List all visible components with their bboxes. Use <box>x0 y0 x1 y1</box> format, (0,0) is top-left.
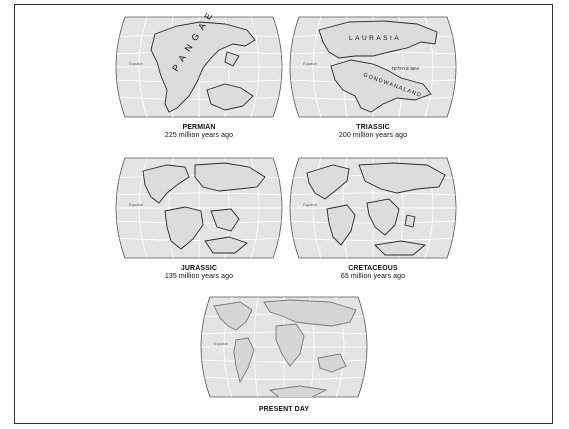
era-name: PERMIAN <box>182 124 216 131</box>
present-day-map: Equator <box>200 296 368 398</box>
triassic-map: Equator LAURASIA TETHYS SEA GONDWANALAND <box>289 16 457 118</box>
era-name: JURASSIC <box>180 265 218 272</box>
cretaceous-figure: Equator CRETACEOUS 65 million years ago <box>289 153 457 281</box>
cretaceous-map: Equator <box>289 157 457 259</box>
era-name: TRIASSIC <box>356 124 390 131</box>
equator-label: Equator <box>303 61 318 66</box>
triassic-figure: Equator LAURASIA TETHYS SEA GONDWANALAND… <box>289 12 457 140</box>
continent-outline <box>318 20 438 113</box>
equator-label: Equator <box>303 202 318 207</box>
jurassic-figure: Equator JURASSIC 135 million years ago <box>115 153 283 281</box>
era-name: PRESENT DAY <box>258 406 310 413</box>
continent-outline <box>213 299 357 397</box>
permian-figure: Equator PANGAEA PERMIAN 225 million year… <box>115 12 283 140</box>
continent-outline <box>306 162 446 256</box>
equator-label: Equator <box>214 341 229 346</box>
continent-outline <box>142 162 266 254</box>
era-age: 135 million years ago <box>164 273 234 280</box>
equator-label: Equator <box>129 61 144 66</box>
era-age: 200 million years ago <box>338 132 408 139</box>
present-day-figure: Equator PRESENT DAY <box>200 292 368 418</box>
era-age: 65 million years ago <box>340 273 406 280</box>
continent-outline <box>150 21 256 113</box>
cretaceous-caption: CRETACEOUS 65 million years ago <box>289 265 457 281</box>
tethys-sea-label: TETHYS SEA <box>391 66 419 71</box>
equator-label: Equator <box>129 202 144 207</box>
era-age: 225 million years ago <box>164 132 234 139</box>
permian-caption: PERMIAN 225 million years ago <box>115 124 283 140</box>
jurassic-map: Equator <box>115 157 283 259</box>
figure-frame <box>14 4 553 424</box>
present-day-caption: PRESENT DAY <box>200 406 368 414</box>
era-name: CRETACEOUS <box>348 265 398 272</box>
laurasia-label: LAURASIA <box>349 35 401 42</box>
triassic-caption: TRIASSIC 200 million years ago <box>289 124 457 140</box>
permian-map: Equator PANGAEA <box>115 12 283 118</box>
jurassic-caption: JURASSIC 135 million years ago <box>115 265 283 281</box>
